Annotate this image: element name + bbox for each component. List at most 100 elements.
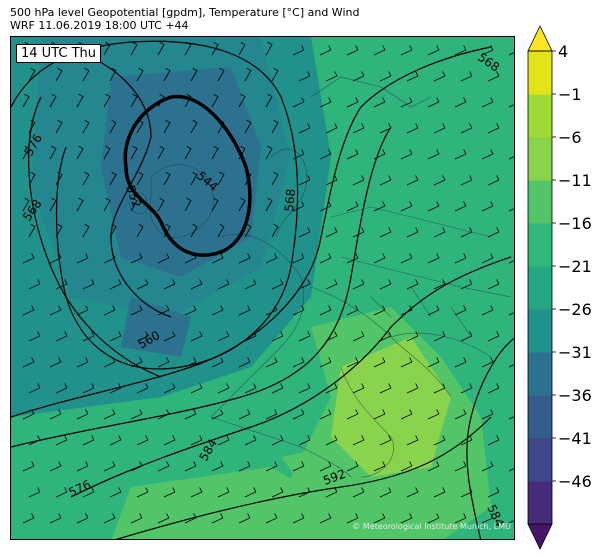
colorbar-band	[528, 309, 552, 353]
wind-barb	[346, 253, 359, 264]
wind-barb	[346, 305, 359, 316]
wind-barb	[157, 513, 170, 524]
wind-barb	[238, 409, 251, 420]
wind-barb	[400, 253, 413, 264]
wind-barb	[76, 461, 89, 472]
wind-barb	[487, 279, 500, 290]
wind-barb	[217, 119, 225, 134]
wind-barb	[217, 223, 225, 238]
wind-barb	[28, 67, 36, 82]
wind-barb	[211, 197, 219, 212]
wind-barb	[508, 260, 514, 264]
wind-barb	[481, 409, 494, 420]
wind-barb	[487, 487, 500, 498]
colorbar-band	[528, 352, 552, 396]
wind-barb	[82, 223, 90, 238]
wind-barb	[292, 305, 305, 316]
wind-barb	[271, 279, 284, 290]
wind-barb	[265, 513, 278, 524]
wind-barb	[427, 357, 440, 368]
colorbar-band	[528, 395, 552, 439]
wind-barb	[427, 97, 440, 108]
wind-barb	[352, 279, 365, 290]
wind-barb	[481, 149, 494, 160]
wind-barb	[379, 175, 392, 186]
wind-barb	[184, 409, 197, 420]
wind-barb	[22, 409, 35, 420]
wind-barb	[298, 227, 311, 238]
wind-barb	[319, 461, 332, 472]
warmest-region	[331, 337, 451, 477]
wind-barb	[130, 461, 143, 472]
wind-barb	[157, 461, 170, 472]
wind-barb	[76, 409, 89, 420]
wind-barb	[49, 305, 62, 316]
wind-barb	[238, 41, 246, 56]
wind-barbs	[22, 41, 514, 524]
wind-barb	[400, 409, 413, 420]
wind-barb	[130, 253, 143, 264]
wind-barb	[28, 171, 36, 186]
wind-barb	[22, 305, 35, 316]
wind-barb	[190, 331, 203, 342]
wind-barb	[49, 461, 62, 472]
warm-region-south	[111, 467, 341, 539]
wind-barb	[298, 123, 311, 134]
wind-barb	[265, 197, 273, 212]
wind-barb	[460, 123, 473, 134]
wind-barb	[454, 305, 467, 316]
wind-barb	[130, 41, 138, 56]
valid-time-label: 14 UTC Thu	[16, 44, 101, 63]
wind-barb	[319, 305, 332, 316]
wind-barb	[28, 383, 41, 394]
map-canvas: 576 568 552 544 568 560 584 576 592 584 …	[11, 37, 514, 539]
wind-barb	[433, 123, 446, 134]
wind-barb	[427, 409, 440, 420]
wind-barb	[217, 383, 230, 394]
wind-barb	[325, 487, 338, 498]
wind-barb	[157, 409, 170, 420]
wind-barb	[49, 253, 62, 264]
cold-patch	[121, 297, 191, 357]
wind-barb	[379, 383, 392, 394]
wind-barb	[454, 409, 467, 420]
wind-barb	[487, 383, 500, 394]
wind-barb	[271, 487, 284, 498]
wind-barb	[508, 104, 514, 108]
wind-barb	[379, 331, 392, 342]
wind-barb	[400, 97, 413, 108]
wind-barb	[184, 357, 197, 368]
wind-barb	[244, 383, 257, 394]
wind-barb	[244, 435, 257, 446]
wind-barb	[157, 357, 170, 368]
wind-barb	[292, 513, 305, 524]
wind-barb	[157, 93, 165, 108]
wind-barb	[190, 487, 203, 498]
wind-barb	[460, 227, 473, 238]
wind-barb	[271, 171, 279, 186]
wind-barb	[109, 119, 117, 134]
wind-barb	[190, 383, 203, 394]
wind-barb	[136, 67, 144, 82]
wind-barb	[163, 67, 171, 82]
wind-barb	[55, 223, 63, 238]
wind-barb	[184, 305, 197, 316]
wind-barb	[238, 197, 246, 212]
wind-barb	[217, 435, 230, 446]
wind-barb	[346, 45, 359, 56]
wind-barb	[454, 97, 467, 108]
wind-barb	[136, 119, 144, 134]
wind-barb	[481, 45, 494, 56]
wind-barb	[211, 409, 224, 420]
wind-barb	[373, 461, 386, 472]
wind-barb	[244, 67, 252, 82]
wind-barb	[352, 487, 365, 498]
wind-barb	[217, 279, 230, 290]
wind-barb	[82, 383, 95, 394]
wind-barb	[427, 461, 440, 472]
wind-barb	[400, 461, 413, 472]
wind-barb	[373, 357, 386, 368]
wind-barb	[325, 383, 338, 394]
wind-barb	[55, 331, 68, 342]
wind-barb	[346, 149, 359, 160]
